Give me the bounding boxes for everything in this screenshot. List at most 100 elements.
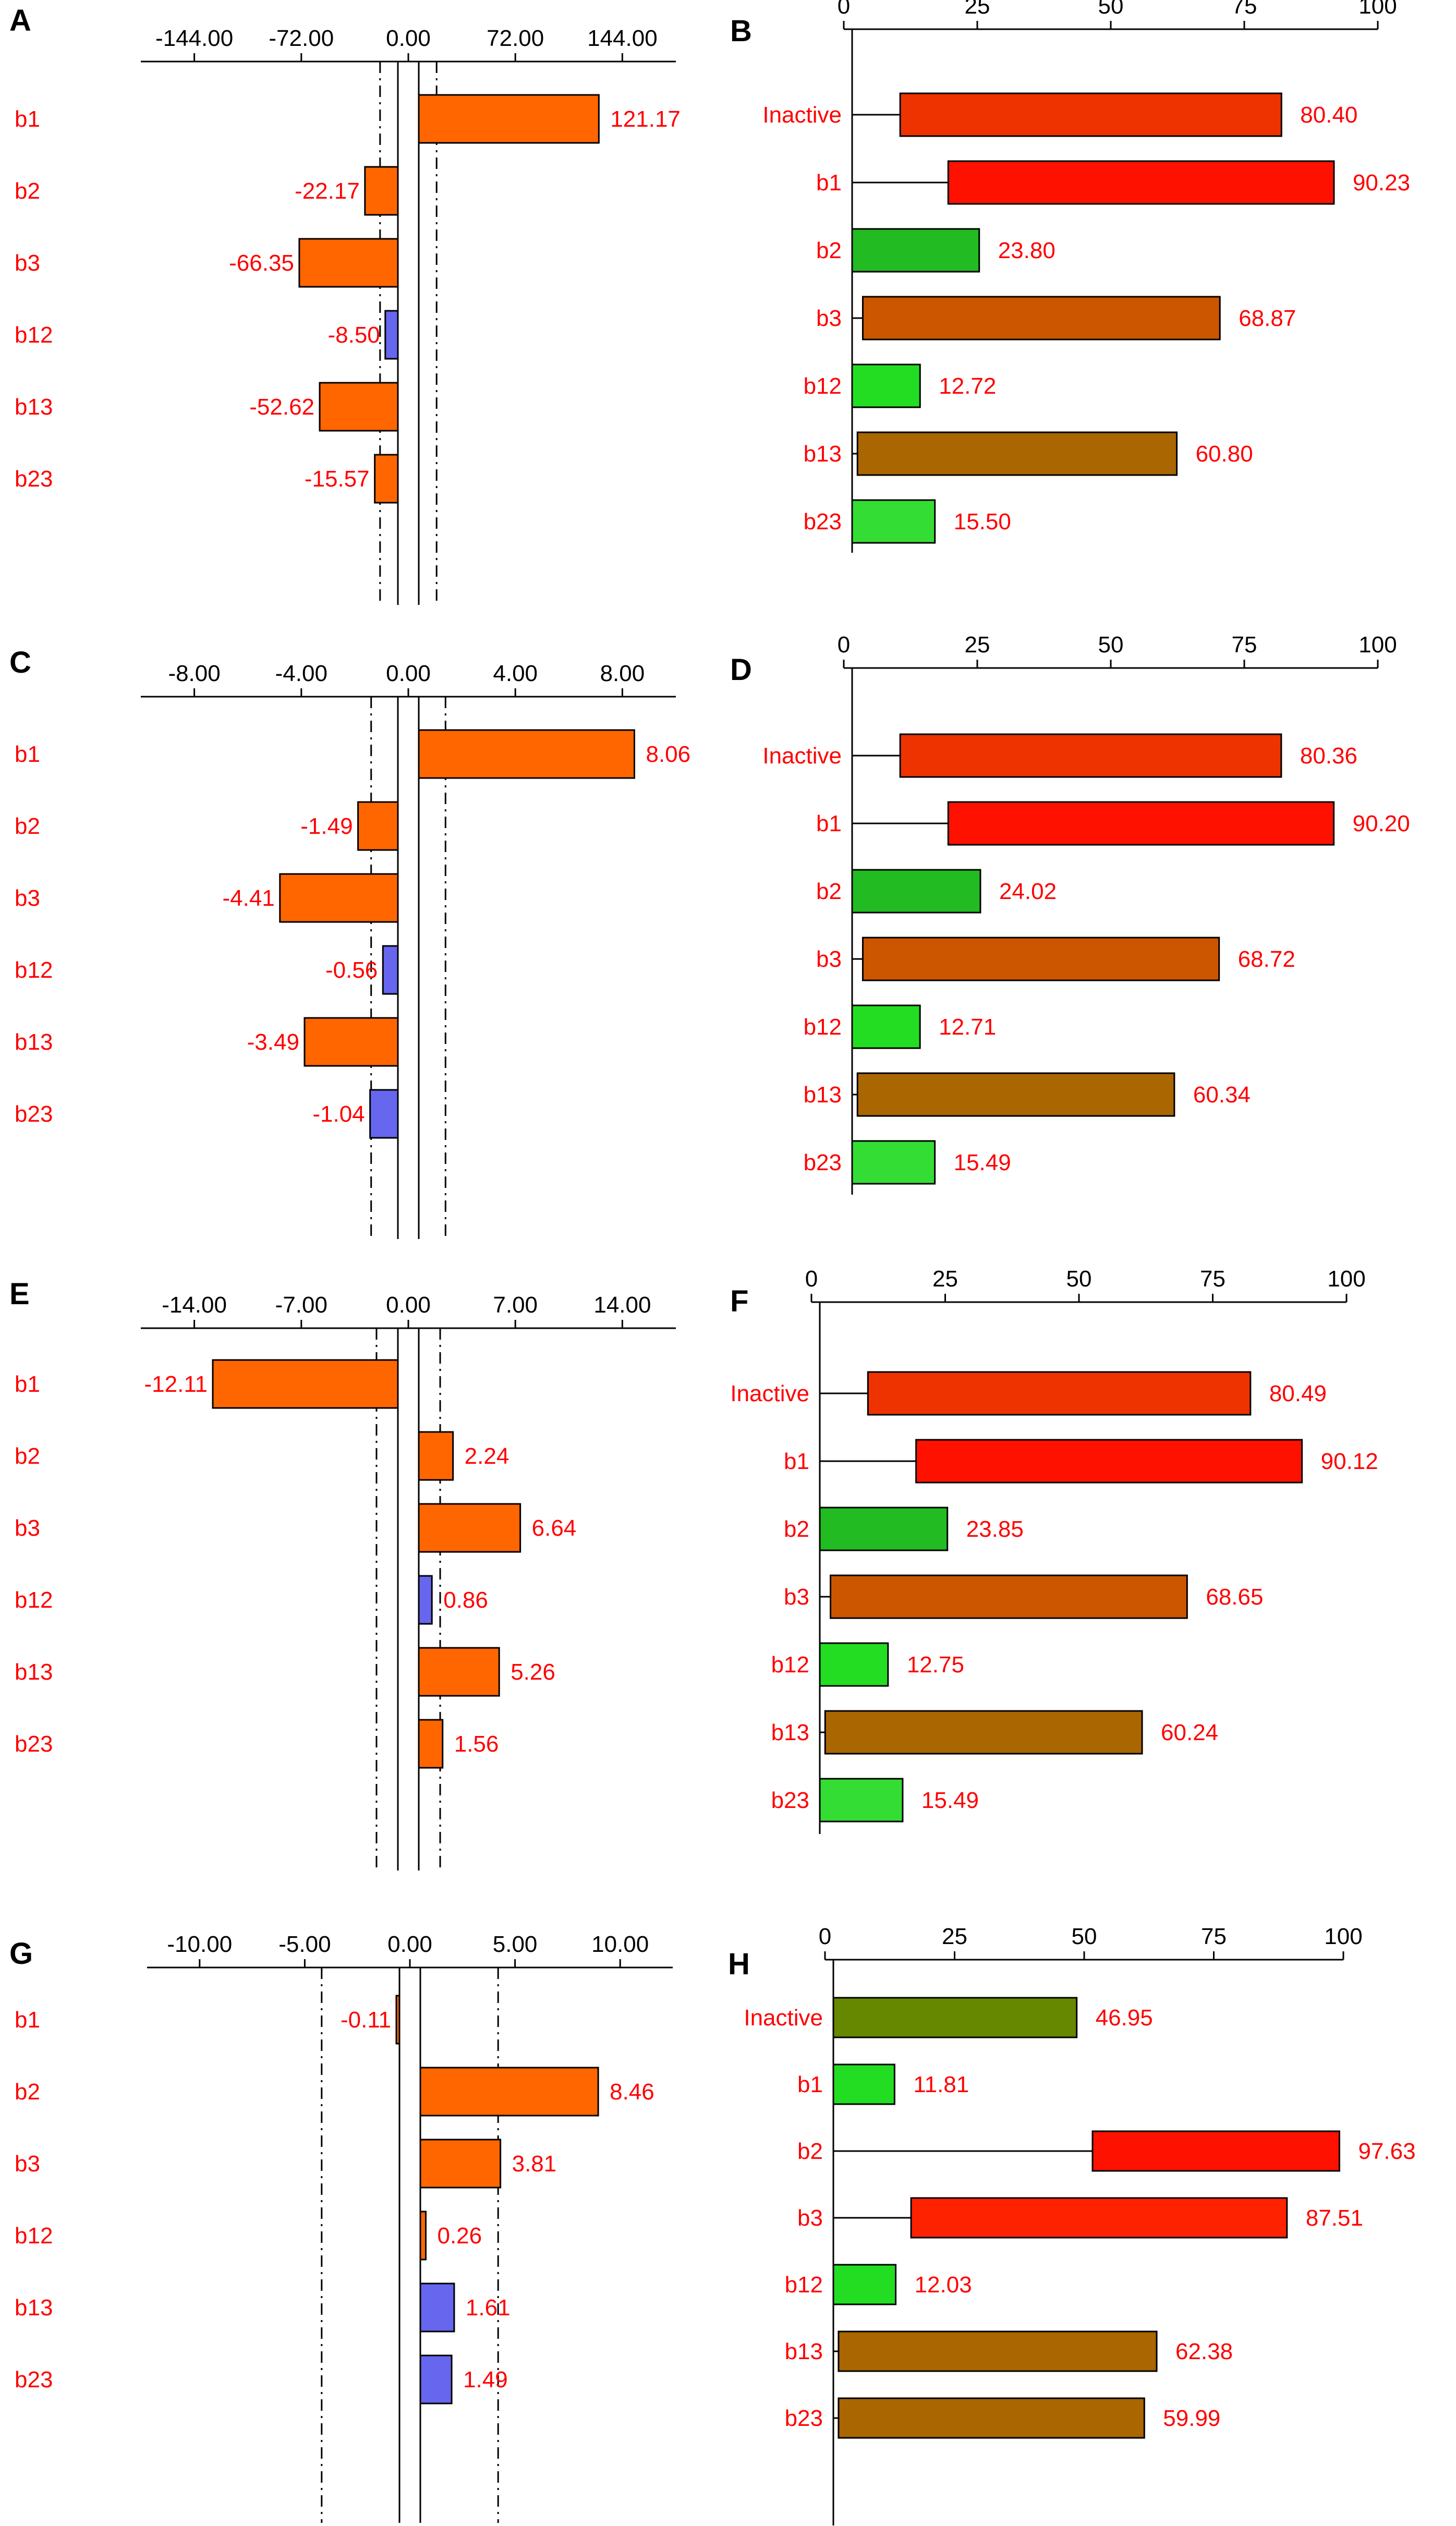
category-label: b23	[15, 466, 53, 492]
x-tick-label: -72.00	[269, 26, 334, 51]
x-tick-label: 144.00	[587, 26, 658, 51]
value-label: 1.56	[454, 1731, 499, 1757]
panel-g: G -10.00 -5.00 0.00 5.00 10.00 b1 -0.11 b2 8.46 b…	[0, 1895, 728, 2526]
value-label: 12.71	[939, 1014, 996, 1040]
chart-d: 0 25 50 75 100 Inactive 80.36 b1 90.20 b2 24.02 b3 6…	[762, 632, 1410, 1195]
bar	[418, 1647, 500, 1697]
panel-c: C -8.00 -4.00 0.00 4.00 8.00 b1 8.06 b2 -1.49 b3-…	[0, 632, 728, 1263]
category-label: b23	[15, 2367, 53, 2393]
category-label: b1	[15, 742, 40, 767]
chart-b: 0 25 50 75 100 Inactive 80.40 b1 90.23 b2 23.80 b3 6…	[762, 0, 1410, 553]
bar	[418, 94, 600, 144]
category-label: b13	[804, 441, 842, 467]
x-tick-label: 4.00	[493, 661, 538, 686]
bar	[838, 2397, 1145, 2439]
bar	[838, 2330, 1158, 2372]
x-tick-label: 0.00	[386, 26, 431, 51]
value-label: -52.62	[249, 394, 314, 420]
value-label: 90.12	[1321, 1449, 1378, 1474]
value-label: 12.72	[939, 373, 996, 399]
x-tick-label: -144.00	[155, 26, 233, 51]
value-label: 97.63	[1358, 2139, 1415, 2164]
bar	[419, 2354, 453, 2404]
bar	[832, 2063, 895, 2105]
bar	[819, 1507, 949, 1551]
value-label: 62.38	[1175, 2339, 1233, 2364]
chart-c: -8.00 -4.00 0.00 4.00 8.00 b1 8.06 b2 -1.49 b3 -4.…	[15, 661, 690, 1239]
value-label: 15.49	[954, 1150, 1011, 1175]
bar	[851, 499, 936, 544]
x-tick-label: 100	[1358, 632, 1397, 658]
value-label: -66.35	[229, 250, 294, 276]
x-tick-label: 25	[932, 1266, 958, 1292]
category-label: b12	[771, 1652, 809, 1678]
value-label: 59.99	[1163, 2406, 1220, 2431]
bar	[915, 1439, 1303, 1484]
bar	[418, 1575, 433, 1625]
chart-g: -10.00 -5.00 0.00 5.00 10.00 b1 -0.11 b2 8.46 b3 3…	[15, 1932, 673, 2523]
bar	[819, 1778, 904, 1823]
value-label: 80.36	[1300, 743, 1357, 769]
bar	[851, 869, 981, 914]
value-label: 80.49	[1269, 1381, 1327, 1406]
category-label: Inactive	[762, 743, 842, 769]
bar	[947, 801, 1335, 846]
value-label: 80.40	[1300, 102, 1357, 128]
category-label: b2	[797, 2139, 823, 2164]
value-label: -1.04	[312, 1101, 365, 1127]
bar	[369, 1089, 399, 1139]
category-label: b13	[771, 1720, 809, 1745]
x-tick-label: 0.00	[386, 1292, 431, 1318]
category-label: b2	[816, 238, 842, 263]
category-label: b2	[15, 1443, 40, 1469]
x-tick-label: -8.00	[168, 661, 220, 686]
bar	[298, 238, 399, 288]
bar	[279, 873, 399, 923]
panel-a: A -144.00 -72.00 0.00 72.00 144.00 b1 121.17 b2…	[0, 0, 728, 632]
bar	[419, 2139, 502, 2189]
value-label: 60.24	[1161, 1720, 1218, 1745]
x-tick-label: 50	[1066, 1266, 1092, 1292]
value-label: 11.81	[913, 2072, 969, 2097]
bar	[824, 1710, 1143, 1755]
panel-letter: G	[9, 1937, 33, 1971]
category-label: b3	[15, 1515, 40, 1541]
value-label: 23.85	[966, 1516, 1024, 1542]
x-tick-label: 100	[1327, 1266, 1365, 1292]
category-label: b13	[15, 2295, 53, 2321]
value-label: 5.26	[511, 1659, 555, 1685]
category-label: b1	[15, 1371, 40, 1397]
panel-letter: A	[9, 4, 31, 38]
x-tick-label: 50	[1098, 0, 1124, 19]
category-label: b2	[816, 879, 842, 904]
bar	[419, 2211, 427, 2261]
value-label: 2.24	[465, 1443, 509, 1469]
category-label: b1	[816, 811, 842, 836]
x-tick-label: -5.00	[278, 1932, 331, 1957]
value-label: 12.03	[915, 2272, 972, 2298]
value-label: 121.17	[610, 106, 681, 132]
bar	[867, 1371, 1252, 1416]
x-tick-label: -4.00	[275, 661, 327, 686]
bar	[856, 1072, 1175, 1117]
x-tick-label: 14.00	[593, 1292, 651, 1318]
bar	[418, 1503, 521, 1553]
category-label: b12	[15, 2223, 53, 2249]
category-label: b1	[15, 2007, 40, 2033]
x-tick-label: 50	[1072, 1924, 1097, 1949]
category-label: b3	[784, 1584, 809, 1610]
bar	[304, 1017, 399, 1067]
value-label: 15.50	[954, 509, 1011, 535]
category-label: b3	[15, 250, 40, 276]
value-label: 60.34	[1193, 1082, 1251, 1108]
x-tick-label: -14.00	[162, 1292, 227, 1318]
x-tick-label: 0.00	[386, 661, 431, 686]
bar	[357, 801, 399, 851]
bar	[832, 1997, 1078, 2038]
value-label: 1.61	[466, 2295, 511, 2321]
value-label: -12.11	[144, 1371, 208, 1397]
chart-e: -14.00 -7.00 0.00 7.00 14.00 b1 -12.11 b2 2.24 b3…	[15, 1292, 676, 1871]
category-label: b12	[15, 1587, 53, 1613]
bar	[1091, 2130, 1340, 2172]
value-label: 12.75	[907, 1652, 964, 1678]
